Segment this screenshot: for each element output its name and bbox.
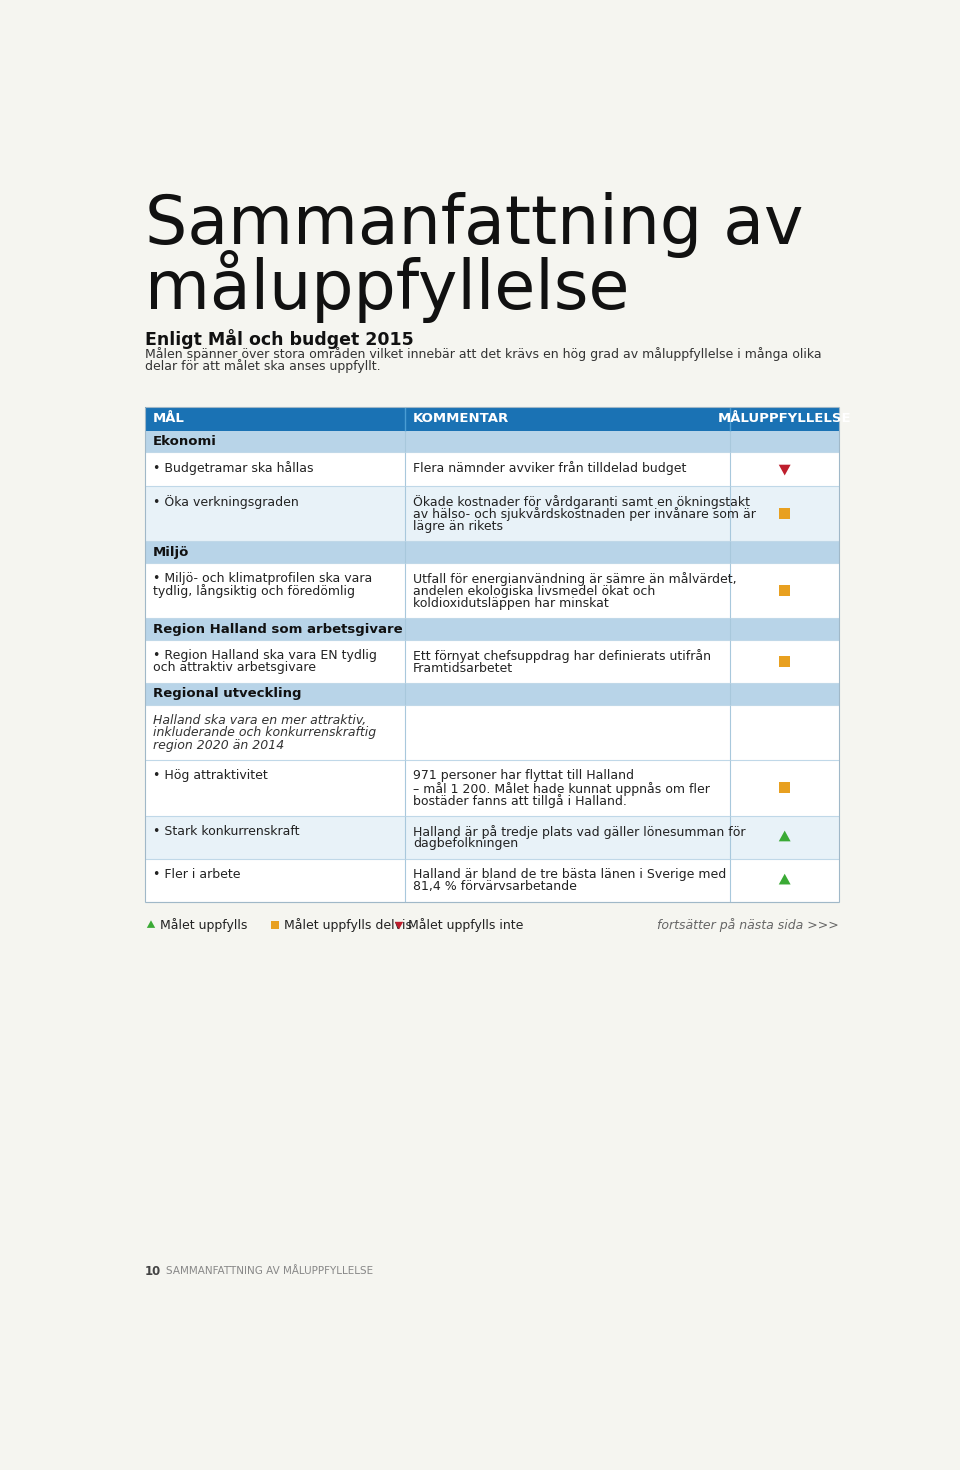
Text: inkluderande och konkurrenskraftig: inkluderande och konkurrenskraftig bbox=[153, 726, 375, 739]
Text: Halland ska vara en mer attraktiv,: Halland ska vara en mer attraktiv, bbox=[153, 714, 366, 726]
Text: Flera nämnder avviker från tilldelad budget: Flera nämnder avviker från tilldelad bud… bbox=[413, 462, 686, 475]
Bar bbox=[780, 585, 790, 597]
Text: koldioxidutsläppen har minskat: koldioxidutsläppen har minskat bbox=[413, 597, 609, 610]
Text: Halland är på tredje plats vad gäller lönesumman för: Halland är på tredje plats vad gäller lö… bbox=[413, 825, 746, 839]
Bar bbox=[145, 816, 839, 858]
Polygon shape bbox=[779, 465, 791, 475]
Bar bbox=[780, 656, 790, 667]
Text: delar för att målet ska anses uppfyllt.: delar för att målet ska anses uppfyllt. bbox=[145, 359, 380, 373]
Text: Region Halland som arbetsgivare: Region Halland som arbetsgivare bbox=[153, 623, 402, 635]
Polygon shape bbox=[395, 922, 403, 929]
Bar bbox=[145, 639, 839, 684]
Text: andelen ekologiska livsmedel ökat och: andelen ekologiska livsmedel ökat och bbox=[413, 585, 655, 597]
Text: bostäder fanns att tillgå i Halland.: bostäder fanns att tillgå i Halland. bbox=[413, 794, 627, 809]
Text: dagbefolkningen: dagbefolkningen bbox=[413, 836, 518, 850]
Text: tydlig, långsiktig och föredömlig: tydlig, långsiktig och föredömlig bbox=[153, 585, 354, 598]
Text: • Miljö- och klimatprofilen ska vara: • Miljö- och klimatprofilen ska vara bbox=[153, 572, 372, 585]
Text: Utfall för energianvändning är sämre än målvärdet,: Utfall för energianvändning är sämre än … bbox=[413, 572, 736, 587]
Text: • Region Halland ska vara EN tydlig: • Region Halland ska vara EN tydlig bbox=[153, 650, 376, 662]
Bar bbox=[145, 487, 839, 541]
Text: 10: 10 bbox=[145, 1264, 161, 1277]
Text: fortsätter på nästa sida >>>: fortsätter på nästa sida >>> bbox=[658, 917, 839, 932]
Text: • Hög attraktivitet: • Hög attraktivitet bbox=[153, 769, 267, 782]
Text: och attraktiv arbetsgivare: och attraktiv arbetsgivare bbox=[153, 662, 316, 675]
Bar bbox=[145, 541, 839, 563]
Text: av hälso- och sjukvårdskostnaden per invånare som är: av hälso- och sjukvårdskostnaden per inv… bbox=[413, 507, 756, 522]
Text: Enligt Mål och budget 2015: Enligt Mål och budget 2015 bbox=[145, 329, 414, 348]
Text: • Stark konkurrenskraft: • Stark konkurrenskraft bbox=[153, 825, 300, 838]
Text: • Budgetramar ska hållas: • Budgetramar ska hållas bbox=[153, 462, 313, 475]
Text: region 2020 än 2014: region 2020 än 2014 bbox=[153, 738, 284, 751]
Text: Ökade kostnader för vårdgaranti samt en ökningstakt: Ökade kostnader för vårdgaranti samt en … bbox=[413, 495, 750, 509]
Polygon shape bbox=[147, 920, 156, 928]
Polygon shape bbox=[779, 873, 791, 885]
Bar bbox=[145, 858, 839, 901]
Bar bbox=[145, 453, 839, 487]
Bar bbox=[145, 619, 839, 639]
Text: KOMMENTAR: KOMMENTAR bbox=[413, 413, 509, 425]
Text: Målet uppfylls: Målet uppfylls bbox=[160, 917, 248, 932]
Text: Ett förnyat chefsuppdrag har definierats utifrån: Ett förnyat chefsuppdrag har definierats… bbox=[413, 650, 711, 663]
Bar bbox=[780, 782, 790, 794]
Bar bbox=[145, 760, 839, 816]
Bar bbox=[145, 563, 839, 619]
Text: – mål 1 200. Målet hade kunnat uppnås om fler: – mål 1 200. Målet hade kunnat uppnås om… bbox=[413, 782, 709, 795]
Polygon shape bbox=[779, 831, 791, 841]
Text: SAMMANFATTNING AV MÅLUPPFYLLELSE: SAMMANFATTNING AV MÅLUPPFYLLELSE bbox=[166, 1266, 373, 1276]
Text: Framtidsarbetet: Framtidsarbetet bbox=[413, 662, 513, 675]
Bar bbox=[145, 704, 839, 760]
Text: Ekonomi: Ekonomi bbox=[153, 435, 216, 448]
Bar bbox=[145, 407, 839, 431]
Bar bbox=[145, 431, 839, 453]
Text: 971 personer har flyttat till Halland: 971 personer har flyttat till Halland bbox=[413, 769, 634, 782]
Text: Målen spänner över stora områden vilket innebär att det krävs en hög grad av mål: Målen spänner över stora områden vilket … bbox=[145, 347, 822, 362]
Text: 81,4 % förvärvsarbetande: 81,4 % förvärvsarbetande bbox=[413, 881, 577, 894]
Text: Sammanfattning av: Sammanfattning av bbox=[145, 191, 804, 257]
Text: • Fler i arbete: • Fler i arbete bbox=[153, 867, 240, 881]
Text: Målet uppfylls delvis: Målet uppfylls delvis bbox=[284, 917, 412, 932]
Text: • Öka verkningsgraden: • Öka verkningsgraden bbox=[153, 495, 299, 509]
Text: MÅL: MÅL bbox=[153, 413, 184, 425]
Text: lägre än rikets: lägre än rikets bbox=[413, 520, 503, 532]
Text: måluppfyllelse: måluppfyllelse bbox=[145, 250, 629, 322]
Bar bbox=[780, 509, 790, 519]
Text: Miljö: Miljö bbox=[153, 545, 189, 559]
Bar bbox=[145, 684, 839, 704]
Bar bbox=[271, 920, 279, 929]
Text: Regional utveckling: Regional utveckling bbox=[153, 688, 301, 700]
Text: Halland är bland de tre bästa länen i Sverige med: Halland är bland de tre bästa länen i Sv… bbox=[413, 867, 726, 881]
Text: Målet uppfylls inte: Målet uppfylls inte bbox=[408, 917, 523, 932]
Text: MÅLUPPFYLLELSE: MÅLUPPFYLLELSE bbox=[718, 413, 852, 425]
